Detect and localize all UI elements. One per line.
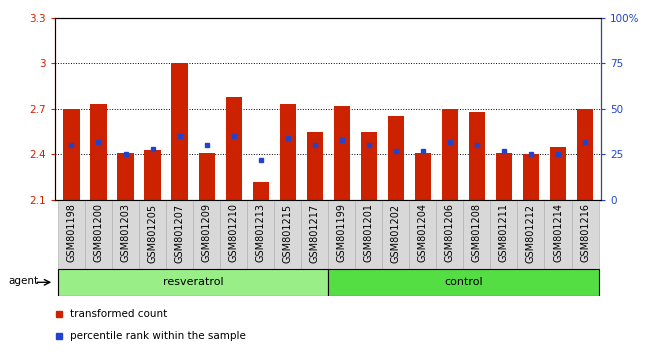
Text: GSM801202: GSM801202 xyxy=(391,204,401,263)
Text: GSM801214: GSM801214 xyxy=(553,204,563,262)
Bar xyxy=(571,200,599,269)
Bar xyxy=(112,200,139,269)
Bar xyxy=(63,109,79,200)
Text: GSM801204: GSM801204 xyxy=(418,204,428,262)
Text: GSM801198: GSM801198 xyxy=(66,204,77,262)
Bar xyxy=(523,154,539,200)
Text: GSM801206: GSM801206 xyxy=(445,204,455,262)
Bar xyxy=(144,150,161,200)
Text: GSM801208: GSM801208 xyxy=(472,204,482,262)
Bar xyxy=(301,200,328,269)
Text: GSM801199: GSM801199 xyxy=(337,204,346,262)
Text: resveratrol: resveratrol xyxy=(162,277,224,287)
Bar xyxy=(172,63,188,200)
Text: GSM801211: GSM801211 xyxy=(499,204,509,262)
Bar xyxy=(436,200,463,269)
Bar xyxy=(356,200,382,269)
Bar xyxy=(517,200,545,269)
Bar xyxy=(333,106,350,200)
Text: GSM801217: GSM801217 xyxy=(310,204,320,263)
Bar xyxy=(382,200,410,269)
Bar xyxy=(410,200,436,269)
Bar xyxy=(550,147,566,200)
Text: GSM801207: GSM801207 xyxy=(175,204,185,263)
Bar xyxy=(491,200,517,269)
Bar xyxy=(274,200,301,269)
Bar xyxy=(545,200,571,269)
Bar xyxy=(307,132,323,200)
Bar xyxy=(442,109,458,200)
Bar xyxy=(387,116,404,200)
Text: transformed count: transformed count xyxy=(70,308,167,319)
Text: control: control xyxy=(444,277,483,287)
Text: GSM801213: GSM801213 xyxy=(255,204,266,262)
Text: GSM801215: GSM801215 xyxy=(283,204,292,263)
Bar xyxy=(496,153,512,200)
Bar xyxy=(415,153,431,200)
Bar xyxy=(247,200,274,269)
Text: GSM801209: GSM801209 xyxy=(202,204,212,262)
Bar xyxy=(58,200,85,269)
Bar xyxy=(118,153,134,200)
Bar xyxy=(90,104,107,200)
Text: GSM801203: GSM801203 xyxy=(120,204,131,262)
Bar xyxy=(253,182,269,200)
Bar xyxy=(280,104,296,200)
Text: GSM801212: GSM801212 xyxy=(526,204,536,263)
Bar xyxy=(577,109,593,200)
Bar xyxy=(361,132,377,200)
Text: GSM801205: GSM801205 xyxy=(148,204,157,263)
Bar xyxy=(220,200,247,269)
Bar xyxy=(469,112,485,200)
Text: GSM801201: GSM801201 xyxy=(364,204,374,262)
Bar xyxy=(85,200,112,269)
Bar xyxy=(166,200,193,269)
Text: GSM801210: GSM801210 xyxy=(229,204,239,262)
Bar xyxy=(328,200,356,269)
Bar xyxy=(328,269,599,296)
Bar xyxy=(463,200,491,269)
Bar xyxy=(139,200,166,269)
Bar xyxy=(198,153,214,200)
Text: GSM801216: GSM801216 xyxy=(580,204,590,262)
Text: percentile rank within the sample: percentile rank within the sample xyxy=(70,331,246,341)
Bar xyxy=(58,269,328,296)
Bar xyxy=(226,97,242,200)
Text: agent: agent xyxy=(8,276,38,286)
Bar xyxy=(193,200,220,269)
Text: GSM801200: GSM801200 xyxy=(94,204,103,262)
